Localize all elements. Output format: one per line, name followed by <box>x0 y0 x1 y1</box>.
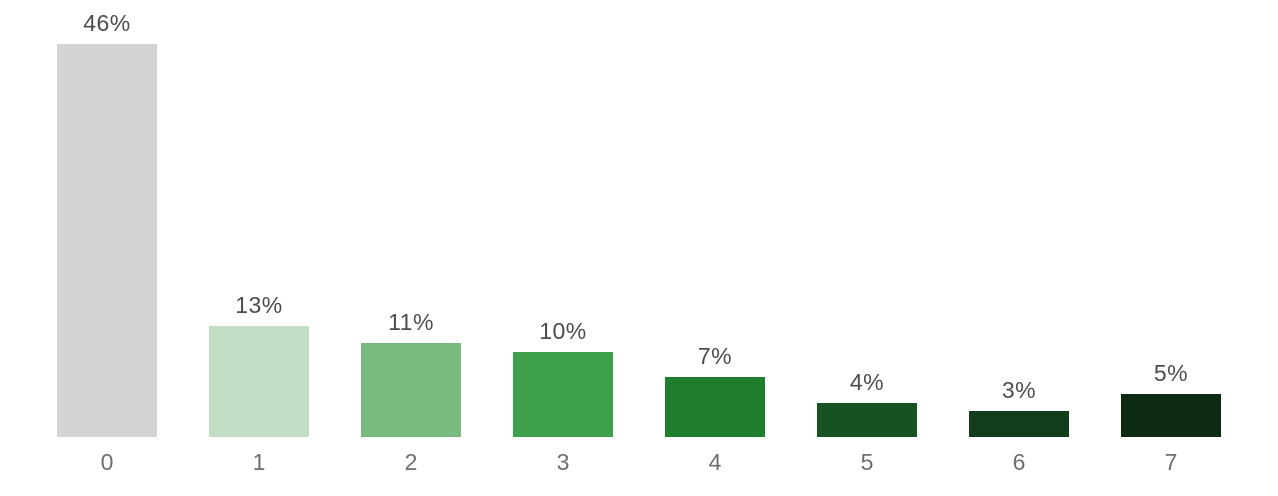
bar-value-label: 7% <box>697 343 733 369</box>
bar <box>361 343 461 437</box>
bar-group-0: 46% 0 <box>57 0 157 496</box>
bar-group-6: 3% 6 <box>969 0 1069 496</box>
bar-group-2: 11% 2 <box>361 0 461 496</box>
bar-value-label: 46% <box>83 10 131 36</box>
bar <box>817 403 917 437</box>
bar-value-label: 11% <box>388 309 434 335</box>
bar-value-label: 3% <box>1001 377 1037 403</box>
bar <box>969 411 1069 437</box>
bar-group-1: 13% 1 <box>209 0 309 496</box>
bar-group-5: 4% 5 <box>817 0 917 496</box>
x-axis-tick-label: 6 <box>1012 449 1026 475</box>
bar-group-7: 5% 7 <box>1121 0 1221 496</box>
x-axis-tick-label: 5 <box>860 449 874 475</box>
bar-value-label: 10% <box>539 318 587 344</box>
bar <box>209 326 309 437</box>
x-axis-tick-label: 2 <box>404 449 418 475</box>
x-axis-tick-label: 7 <box>1164 449 1178 475</box>
bar-group-4: 7% 4 <box>665 0 765 496</box>
x-axis-tick-label: 0 <box>100 449 114 475</box>
bar <box>513 352 613 437</box>
x-axis-tick-label: 1 <box>252 449 266 475</box>
bar-group-3: 10% 3 <box>513 0 613 496</box>
bar <box>665 377 765 437</box>
bar-value-label: 5% <box>1153 360 1189 386</box>
bar <box>57 44 157 437</box>
bar <box>1121 394 1221 437</box>
x-axis-tick-label: 4 <box>708 449 722 475</box>
x-axis-tick-label: 3 <box>556 449 570 475</box>
bar-value-label: 13% <box>235 292 283 318</box>
bar-value-label: 4% <box>849 369 885 395</box>
